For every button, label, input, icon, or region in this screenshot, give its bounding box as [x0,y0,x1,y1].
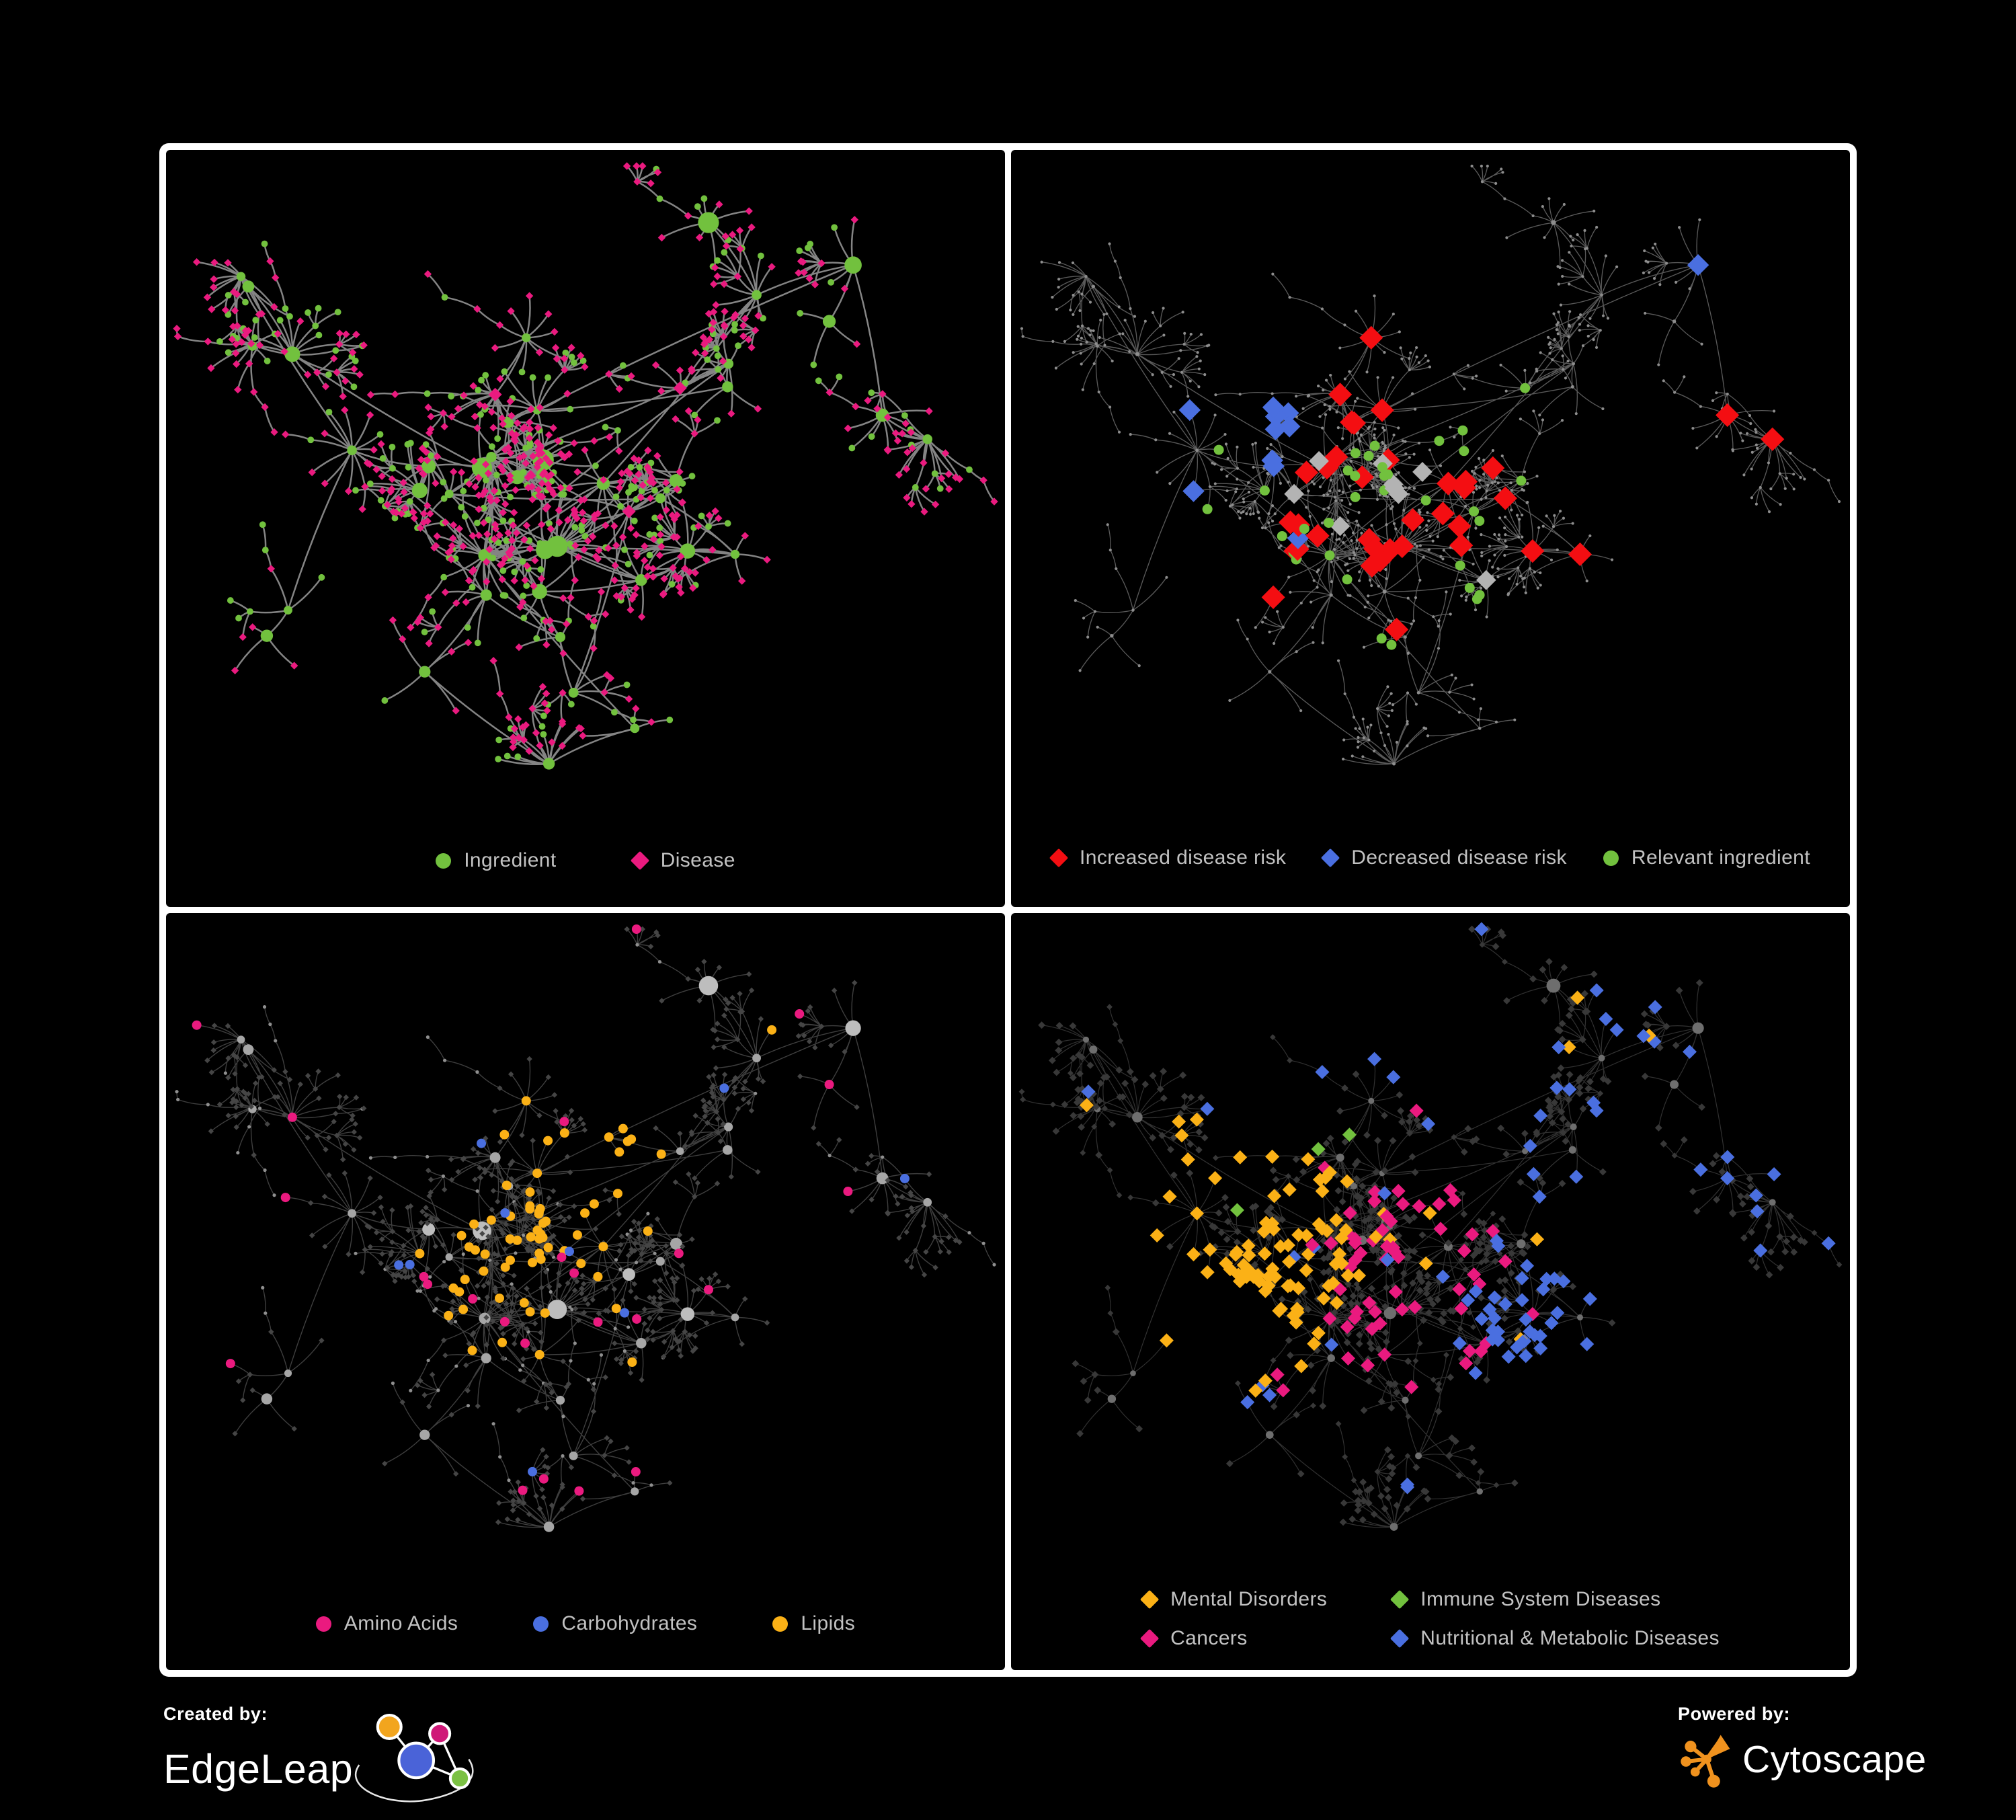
legend-item-decreased-risk: Decreased disease risk [1321,846,1567,869]
legend-item-disease: Disease [630,849,735,872]
network-disease-risk-svg [1020,164,1841,766]
legend-label: Cancers [1170,1627,1248,1649]
legend-item-nutritional-metabolic-diseases: Nutritional & Metabolic Diseases [1390,1627,1720,1650]
lipids-marker-icon [772,1616,789,1632]
legend-label: Immune System Diseases [1420,1588,1661,1610]
edgeleap-credit: Created by: EdgeLeap [163,1704,490,1809]
legend-item-carbohydrates: Carbohydrates [533,1612,697,1635]
legend-label: Ingredient [464,849,557,871]
legend-item-mental-disorders: Mental Disorders [1139,1588,1328,1611]
legend-label: Lipids [801,1612,856,1634]
legend-item-ingredient: Ingredient [436,849,556,872]
legend-label: Disease [660,849,735,871]
legend-label: Carbohydrates [561,1612,698,1634]
powered-by-label: Powered by: [1678,1704,1791,1724]
legend-label: Amino Acids [344,1612,458,1634]
mental-disorders-marker-icon [1139,1589,1160,1610]
panel-disease-classes: Mental Disorders Immune System Diseases … [1011,913,1850,1670]
legend-nutrients: Amino Acids Carbohydrates Lipids [166,1612,1005,1635]
network-ingredient-disease-svg [173,162,998,770]
legend-item-immune-system-diseases: Immune System Diseases [1390,1588,1720,1611]
legend-item-increased-risk: Increased disease risk [1049,846,1287,869]
created-by-label: Created by: [163,1704,268,1724]
cytoscape-credit: Powered by: Cytosc [1678,1704,1927,1790]
decreased-risk-marker-icon [1321,848,1340,868]
relevant-ingredient-marker-icon [1603,850,1619,866]
legend-label: Nutritional & Metabolic Diseases [1420,1627,1720,1649]
nutritional-metabolic-diseases-marker-icon [1390,1628,1410,1649]
cancers-marker-icon [1139,1628,1160,1649]
network-disease-classes-svg [1018,922,1843,1531]
legend-item-relevant-ingredient: Relevant ingredient [1603,846,1810,869]
immune-system-diseases-marker-icon [1390,1589,1410,1610]
network-nutrients-svg [175,924,996,1532]
legend-ingredient-disease: Ingredient Disease [166,849,1005,872]
panel-nutrients: Amino Acids Carbohydrates Lipids [166,913,1005,1670]
legend-disease-risk: Increased disease risk Decreased disease… [1011,846,1850,869]
legend-label: Relevant ingredient [1631,846,1810,869]
ingredient-marker-icon [436,853,452,869]
legend-item-amino-acids: Amino Acids [315,1612,458,1635]
cytoscape-logo: Cytoscape [1678,1729,1927,1790]
edgeleap-wordmark: EdgeLeap [163,1745,354,1792]
amino-acids-marker-icon [315,1616,331,1632]
panel-disease-risk: Increased disease risk Decreased disease… [1011,150,1850,907]
legend-label: Decreased disease risk [1351,846,1567,869]
disease-marker-icon [630,850,649,871]
cytoscape-logo-icon [1681,1735,1730,1788]
legend-item-lipids: Lipids [772,1612,855,1635]
carbohydrates-marker-icon [533,1616,549,1632]
edgeleap-logo: EdgeLeap [163,1713,490,1809]
legend-label: Mental Disorders [1170,1588,1328,1610]
legend-item-cancers: Cancers [1139,1627,1327,1650]
legend-label: Increased disease risk [1080,846,1287,869]
increased-risk-marker-icon [1049,848,1069,868]
edgeleap-logo-icon [355,1713,474,1803]
panel-grid: Ingredient Disease Increased disease ris… [159,143,1857,1677]
panel-ingredient-disease: Ingredient Disease [166,150,1005,907]
cytoscape-wordmark: Cytoscape [1742,1737,1927,1781]
legend-disease-classes: Mental Disorders Immune System Diseases … [1139,1588,1720,1650]
